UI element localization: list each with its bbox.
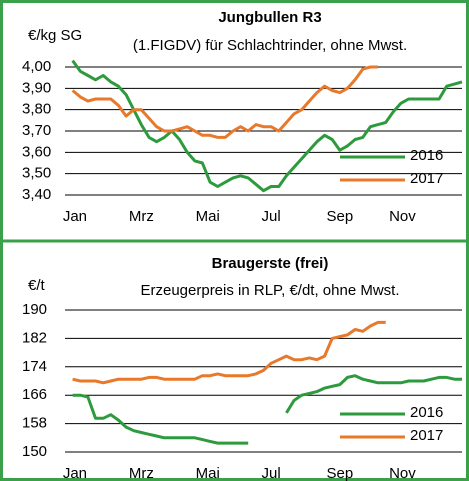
y-tick-label: 182	[22, 329, 47, 346]
x-tick-label: Sep	[326, 465, 353, 481]
chart-subtitle: Erzeugerpreis in RLP, €/dt, ohne Mwst.	[140, 282, 399, 299]
x-tick-label: Jul	[262, 208, 281, 225]
legend-label: 2017	[410, 427, 443, 444]
x-tick-label: Jan	[63, 208, 87, 225]
x-tick-label: Mai	[196, 208, 220, 225]
x-tick-label: Mrz	[129, 465, 154, 481]
x-tick-label: Sep	[326, 208, 353, 225]
y-tick-label: 3,70	[22, 122, 51, 139]
chart-subtitle: (1.FIGDV) für Schlachtrinder, ohne Mwst.	[133, 37, 407, 54]
y-tick-label: 3,80	[22, 101, 51, 118]
y-tick-label: 3,90	[22, 79, 51, 96]
x-tick-label: Nov	[389, 465, 416, 481]
y-axis-unit: €/kg SG	[28, 27, 82, 44]
y-tick-label: 190	[22, 301, 47, 318]
x-tick-label: Mrz	[129, 208, 154, 225]
legend-label: 2016	[410, 404, 443, 421]
series-line	[72, 320, 386, 385]
legend-label: 2017	[410, 170, 443, 187]
series-line	[72, 374, 462, 445]
chart-title: Braugerste (frei)	[212, 255, 329, 272]
x-tick-label: Jan	[63, 465, 87, 481]
y-tick-label: 3,40	[22, 186, 51, 203]
y-tick-label: 166	[22, 386, 47, 403]
y-tick-label: 3,60	[22, 143, 51, 160]
legend-label: 2016	[410, 147, 443, 164]
y-tick-label: 3,50	[22, 165, 51, 182]
chart-title: Jungbullen R3	[218, 9, 321, 26]
series-line	[71, 65, 378, 139]
x-tick-label: Mai	[196, 465, 220, 481]
x-tick-label: Jul	[262, 465, 281, 481]
y-tick-label: 4,00	[22, 58, 51, 75]
y-axis-unit: €/t	[28, 277, 46, 294]
x-tick-label: Nov	[389, 208, 416, 225]
series-line	[71, 59, 463, 193]
y-tick-label: 174	[22, 358, 47, 375]
y-tick-label: 150	[22, 443, 47, 460]
y-tick-label: 158	[22, 415, 47, 432]
